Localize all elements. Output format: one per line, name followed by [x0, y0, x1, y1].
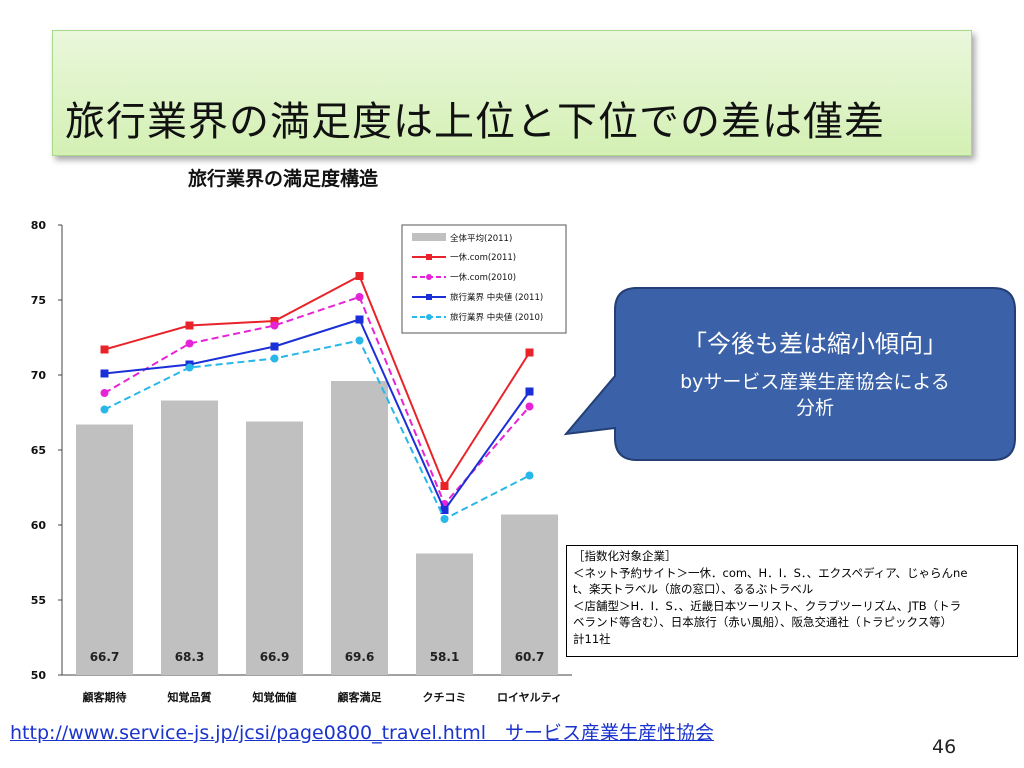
x-category-label: 知覚価値 — [252, 690, 297, 704]
bar — [501, 514, 558, 675]
bar — [331, 381, 388, 675]
y-tick-label: 70 — [31, 369, 47, 382]
bar — [416, 553, 473, 675]
legend-label: 一休.com(2010) — [450, 272, 516, 283]
bar-value-label: 66.7 — [90, 650, 120, 664]
data-point — [355, 293, 364, 301]
target-companies-note: ［指数化対象企業］ ＜ネット予約サイト＞一休．com、H．I．S．、エクスペディ… — [566, 545, 1018, 657]
data-point — [100, 345, 109, 354]
legend-label: 一休.com(2011) — [450, 252, 516, 263]
data-point — [355, 336, 364, 345]
legend: 全体平均(2011) 一休.com(2011) 一休.com(2010) 旅行業界 中… — [401, 224, 567, 334]
callout-subtext: 分析 — [796, 397, 834, 419]
x-category-label: 顧客期待 — [83, 690, 127, 704]
bar-value-label: 68.3 — [175, 650, 205, 664]
data-point — [100, 389, 109, 397]
data-point — [440, 482, 449, 490]
bar-value-label: 58.1 — [430, 650, 460, 664]
callout-headline: 「今後も差は縮小傾向」 — [683, 330, 947, 358]
data-point — [270, 317, 279, 325]
data-point — [100, 369, 109, 378]
callout-shape — [563, 287, 1016, 461]
callout-subtext: byサービス産業生産協会による — [680, 371, 950, 393]
title-box: 旅行業界の満足度は上位と下位での差は僅差 — [52, 30, 972, 156]
legend-label: 旅行業界 中央値 (2011) — [450, 292, 543, 303]
note-line: ＜店舗型＞H．I．S．、近畿日本ツーリスト、クラブツーリズム、JTB（トラ — [573, 598, 962, 613]
legend-label: 全体平均(2011) — [450, 233, 512, 244]
note-line: ベランド等含む）、日本旅行（赤い風船）、阪急交通社（トラピックス等） — [573, 615, 953, 629]
data-point — [525, 402, 534, 411]
y-tick-label: 80 — [31, 219, 47, 232]
legend-marker — [426, 314, 432, 320]
series-line — [104, 318, 531, 512]
y-tick-label: 65 — [31, 444, 46, 457]
chart-title: 旅行業界の満足度構造 — [188, 168, 379, 190]
satisfaction-chart: 50 55 60 65 70 75 80 66.7 68.3 66.9 69.6 58.1 60.7 顧客… — [31, 219, 1016, 704]
data-point — [185, 321, 194, 330]
data-point — [440, 515, 449, 523]
data-point — [355, 315, 364, 324]
y-tick-label: 75 — [31, 294, 46, 307]
data-point — [270, 342, 279, 351]
source-link[interactable]: http://www.service-js.jp/jcsi/page0800_t… — [10, 722, 715, 744]
data-point — [440, 506, 449, 514]
page-number: 46 — [932, 736, 957, 758]
bar-value-label: 69.6 — [345, 650, 375, 664]
data-point — [525, 471, 534, 480]
y-tick-label: 60 — [31, 519, 47, 532]
data-point — [270, 321, 279, 330]
note-line: ＜ネット予約サイト＞一休．com、H．I．S．、エクスペディア、じゃらんne — [573, 565, 968, 580]
x-category-label: 知覚品質 — [167, 690, 212, 704]
data-point — [525, 348, 534, 357]
data-point — [525, 387, 534, 396]
legend-marker — [426, 254, 432, 260]
note-line: ［指数化対象企業］ — [573, 549, 677, 563]
note-line: 計11社 — [573, 631, 611, 646]
bar-value-label: 66.9 — [260, 650, 290, 664]
y-tick-label: 55 — [31, 594, 46, 607]
data-point — [355, 272, 364, 280]
data-point — [270, 354, 279, 363]
bar — [76, 424, 133, 675]
bar-value-label: 60.7 — [515, 650, 545, 664]
legend-label: 旅行業界 中央値 (2010) — [450, 312, 543, 323]
bar — [246, 421, 303, 675]
bar — [161, 400, 218, 675]
series-line — [103, 295, 531, 506]
legend-swatch — [412, 233, 446, 241]
note-line: t、楽天トラベル（旅の窓口）、るるぶトラベル — [573, 582, 814, 596]
legend-marker — [426, 294, 432, 300]
data-point — [185, 339, 194, 348]
legend-marker — [426, 274, 432, 280]
x-category-label: 顧客満足 — [338, 690, 383, 704]
y-tick-label: 50 — [31, 669, 47, 682]
x-category-label: ロイヤルティ — [497, 691, 562, 704]
x-category-label: クチコミ — [423, 691, 467, 704]
slide-title: 旅行業界の満足度は上位と下位での差は僅差 — [65, 99, 885, 145]
series-line — [104, 339, 530, 521]
data-point — [185, 363, 194, 372]
series-line — [104, 274, 531, 489]
data-point — [100, 405, 109, 414]
